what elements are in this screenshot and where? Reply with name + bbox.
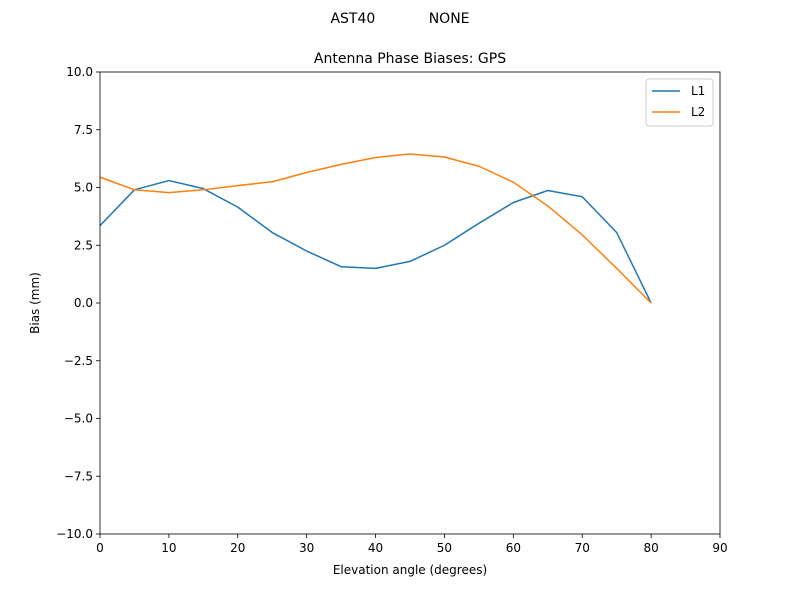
x-tick-label: 30 [299, 541, 314, 555]
y-tick-label: 2.5 [74, 238, 93, 252]
y-tick-label: 5.0 [74, 181, 93, 195]
x-tick-label: 0 [96, 541, 104, 555]
x-axis: 0 10 20 30 40 50 60 70 80 90 [96, 534, 728, 555]
x-tick-label: 60 [506, 541, 521, 555]
y-tick-label: −2.5 [64, 354, 93, 368]
chart-title: Antenna Phase Biases: GPS [314, 51, 506, 67]
y-axis-label: Bias (mm) [28, 272, 42, 334]
y-axis: −10.0 −7.5 −5.0 −2.5 0.0 2.5 5.0 7.5 10.0 [56, 65, 100, 541]
x-tick-label: 90 [712, 541, 727, 555]
x-tick-label: 50 [437, 541, 452, 555]
x-tick-label: 10 [161, 541, 176, 555]
legend-label-l1: L1 [691, 84, 705, 98]
plot-area [99, 71, 721, 535]
legend: L1 L2 [645, 78, 714, 127]
series-line-l1 [99, 179, 652, 304]
legend-label-l2: L2 [691, 105, 705, 119]
chart-suptitle: AST40 NONE [330, 11, 469, 27]
series-line-l2 [99, 153, 652, 304]
y-tick-label: −5.0 [64, 412, 93, 426]
y-tick-label: 10.0 [66, 65, 93, 79]
y-tick-label: 0.0 [74, 296, 93, 310]
x-axis-label: Elevation angle (degrees) [333, 563, 487, 577]
x-tick-label: 20 [230, 541, 245, 555]
x-tick-label: 40 [368, 541, 383, 555]
x-tick-label: 70 [575, 541, 590, 555]
y-tick-label: 7.5 [74, 123, 93, 137]
y-tick-label: −10.0 [56, 527, 93, 541]
plot-frame [99, 71, 721, 535]
y-tick-label: −7.5 [64, 469, 93, 483]
x-tick-label: 80 [643, 541, 658, 555]
